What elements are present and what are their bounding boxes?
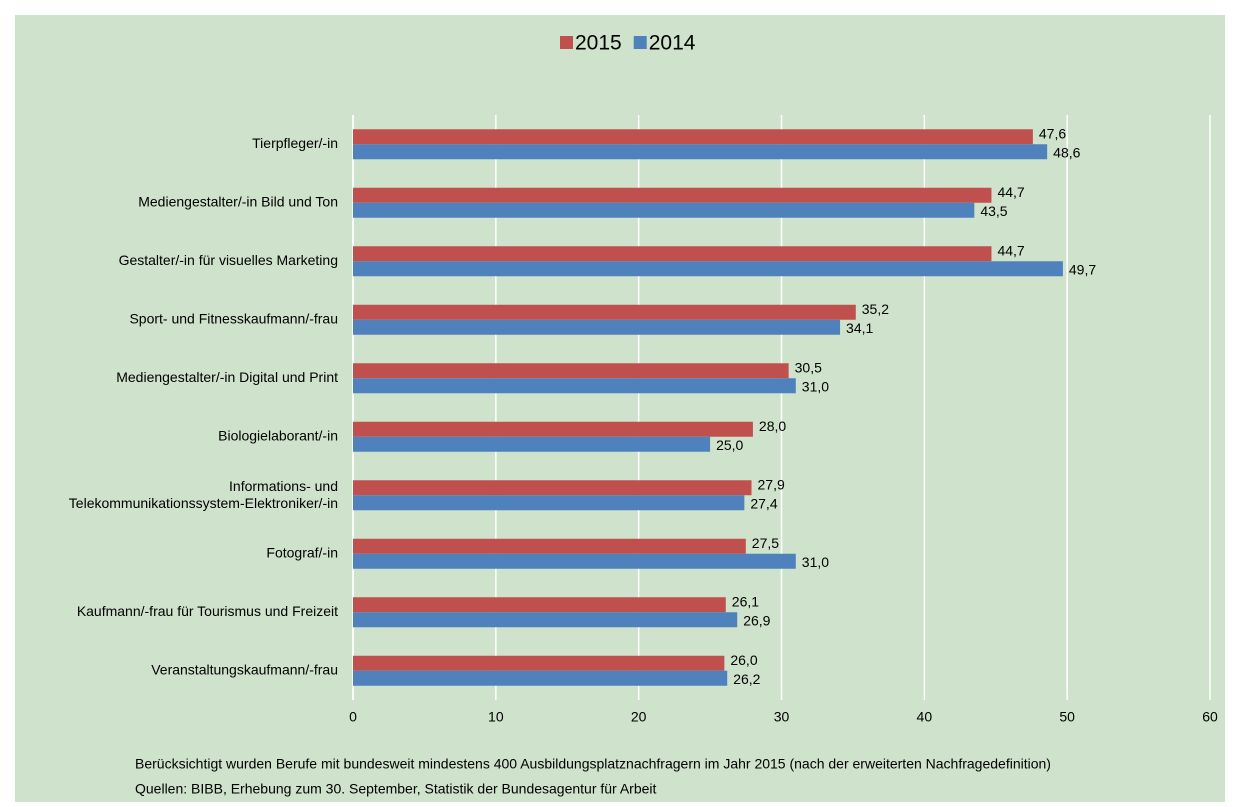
bar bbox=[353, 436, 711, 452]
value-label: 48,6 bbox=[1053, 144, 1080, 160]
x-tick-label: 10 bbox=[488, 709, 504, 725]
value-label: 26,0 bbox=[730, 652, 757, 668]
footnote: Berücksichtigt wurden Berufe mit bundesw… bbox=[135, 756, 1051, 772]
bar bbox=[353, 246, 992, 262]
bar bbox=[353, 655, 725, 671]
value-label: 26,2 bbox=[733, 671, 760, 687]
bar bbox=[353, 304, 856, 320]
value-label: 35,2 bbox=[862, 301, 889, 317]
y-tick-label: Tierpfleger/-in bbox=[252, 135, 338, 151]
value-label: 26,9 bbox=[743, 612, 770, 628]
y-tick-label: Mediengestalter/-in Digital und Print bbox=[116, 369, 338, 385]
value-label: 31,0 bbox=[802, 554, 829, 570]
y-tick-label: Informations- und Telekommunikationssyste… bbox=[69, 477, 338, 510]
y-tick-label: Fotograf/-in bbox=[266, 544, 338, 560]
x-tick-label: 50 bbox=[1059, 709, 1075, 725]
bar bbox=[353, 421, 753, 437]
x-tick-label: 60 bbox=[1202, 709, 1218, 725]
y-tick-label: Mediengestalter/-in Bild und Ton bbox=[138, 193, 338, 209]
value-label: 27,9 bbox=[758, 476, 785, 492]
bar bbox=[353, 187, 992, 203]
footnote: Quellen: BIBB, Erhebung zum 30. Septembe… bbox=[135, 781, 657, 797]
bar bbox=[353, 480, 752, 496]
bar bbox=[353, 378, 796, 394]
bar bbox=[353, 553, 796, 569]
legend-swatch bbox=[560, 36, 573, 49]
bar bbox=[353, 538, 746, 554]
bar bbox=[353, 319, 841, 335]
bar bbox=[353, 261, 1063, 277]
y-tick-label: Veranstaltungskaufmann/-frau bbox=[151, 661, 338, 677]
bar bbox=[353, 129, 1033, 145]
x-tick-label: 30 bbox=[774, 709, 790, 725]
bar bbox=[353, 612, 738, 628]
y-tick-label: Gestalter/-in für visuelles Marketing bbox=[119, 252, 338, 268]
bar bbox=[353, 363, 789, 379]
value-label: 27,5 bbox=[752, 535, 779, 551]
bar bbox=[353, 670, 728, 686]
value-label: 44,7 bbox=[997, 242, 1024, 258]
value-label: 27,4 bbox=[750, 495, 777, 511]
value-label: 47,6 bbox=[1039, 125, 1066, 141]
bar bbox=[353, 202, 975, 218]
value-label: 28,0 bbox=[759, 418, 786, 434]
value-label: 34,1 bbox=[846, 320, 873, 336]
y-tick-label: Biologielaborant/-in bbox=[218, 427, 338, 443]
bar bbox=[353, 144, 1048, 160]
value-label: 26,1 bbox=[732, 593, 759, 609]
legend-label: 2014 bbox=[649, 32, 696, 55]
legend-swatch bbox=[633, 36, 647, 49]
bar bbox=[353, 597, 726, 613]
y-tick-label: Sport- und Fitnesskaufmann/-frau bbox=[129, 310, 338, 326]
x-tick-label: 0 bbox=[349, 709, 357, 725]
bar bbox=[353, 495, 745, 511]
y-tick-label: Kaufmann/-frau für Tourismus und Freizei… bbox=[77, 603, 338, 619]
value-label: 44,7 bbox=[997, 184, 1024, 200]
x-tick-label: 20 bbox=[631, 709, 647, 725]
legend-label: 2015 bbox=[575, 32, 622, 55]
x-tick-label: 40 bbox=[917, 709, 933, 725]
value-label: 31,0 bbox=[802, 378, 829, 394]
value-label: 49,7 bbox=[1069, 261, 1096, 277]
value-label: 25,0 bbox=[716, 437, 743, 453]
value-label: 43,5 bbox=[980, 203, 1007, 219]
value-label: 30,5 bbox=[795, 359, 822, 375]
